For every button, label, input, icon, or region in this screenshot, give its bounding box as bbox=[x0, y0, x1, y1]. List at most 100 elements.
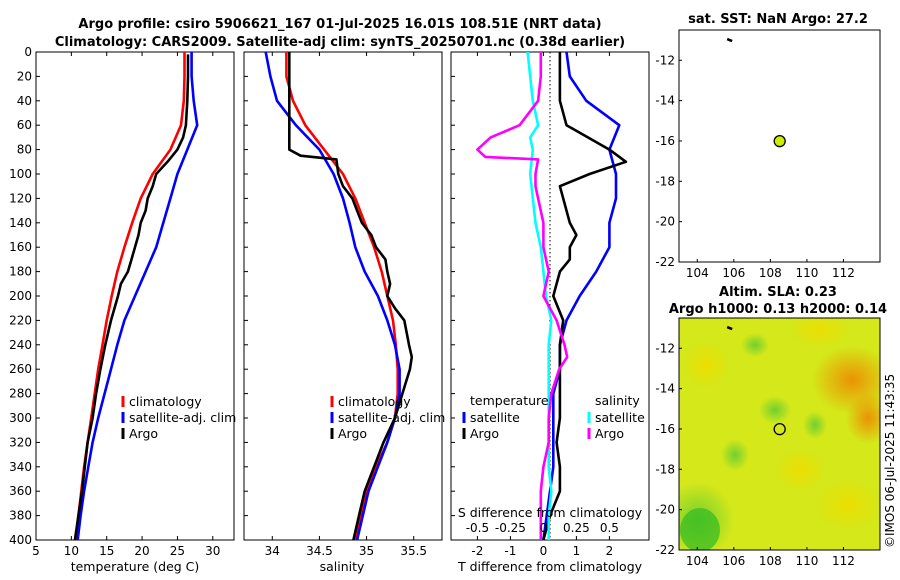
depth-tick-label: 260 bbox=[9, 362, 32, 376]
temperature-xtick-label: 10 bbox=[64, 544, 79, 558]
salinity-xtick-label: 34.5 bbox=[306, 544, 333, 558]
s-difference-tick-label: -0.25 bbox=[495, 521, 526, 535]
sla_map-lat-tick-label: -16 bbox=[655, 422, 675, 436]
differences-series-t-argo bbox=[542, 52, 628, 540]
sla-map-title-1: Altim. SLA: 0.23 bbox=[719, 285, 837, 300]
salinity-series-satellite-adj-clim bbox=[264, 52, 401, 540]
sst-map-panel: sat. SST: NaN Argo: 27.2 104 106 108 110 112… bbox=[655, 12, 881, 280]
sst_map-lat-tick-label: -18 bbox=[655, 174, 675, 188]
salinity-legend-satellite: satellite-adj. clim bbox=[338, 410, 445, 425]
temperature-xtick-label: 30 bbox=[205, 544, 220, 558]
depth-tick-label: 180 bbox=[9, 265, 32, 279]
salinity-xtick-label: 35 bbox=[359, 544, 374, 558]
depth-tick-label: 280 bbox=[9, 387, 32, 401]
temperature-series-satellite-adj-clim bbox=[76, 52, 199, 540]
sla-heatmap-green-4 bbox=[803, 411, 827, 439]
sla-map-title-2: Argo h1000: 0.13 h2000: 0.14 bbox=[669, 302, 887, 317]
difference-legend: temperature satellite Argo salinity sate… bbox=[462, 393, 645, 441]
sla_map-lat-tick-label: -22 bbox=[655, 543, 675, 557]
depth-tick-label: 80 bbox=[17, 143, 32, 157]
t-difference-xlabel: T difference from climatology bbox=[457, 559, 643, 574]
differences-series-s-argo bbox=[476, 52, 569, 540]
temperature-legend: climatology satellite-adj. clim Argo bbox=[121, 394, 236, 441]
depth-tick-label: 40 bbox=[17, 94, 32, 108]
sla_map-lat-tick-label: -12 bbox=[655, 341, 675, 355]
depth-tick-label: 200 bbox=[9, 289, 32, 303]
sla_map-lat-tick-label: -20 bbox=[655, 503, 675, 517]
depth-tick-label: 60 bbox=[17, 118, 32, 132]
title-line-1: Argo profile: csiro 5906621_167 01-Jul-2… bbox=[78, 17, 601, 32]
sla-heatmap bbox=[679, 318, 880, 550]
timestamp: ©IMOS 06-Jul-2025 11:43:35 bbox=[883, 374, 897, 548]
sst_map-lon-tick-label: 108 bbox=[759, 266, 782, 280]
legend-t-satellite: satellite bbox=[470, 410, 520, 425]
sst_map-lat-tick-label: -22 bbox=[655, 255, 675, 269]
s-difference-tick-label: 0.25 bbox=[563, 521, 590, 535]
depth-tick-label: 140 bbox=[9, 216, 32, 230]
sst-map-title: sat. SST: NaN Argo: 27.2 bbox=[688, 12, 868, 27]
sla_map-lat-tick-label: -18 bbox=[655, 462, 675, 476]
differences-xtick-label: -2 bbox=[471, 544, 483, 558]
difference-panel: -2 -1 0 1 2 T difference from climatology S … bbox=[450, 51, 650, 574]
salinity-legend-climatology: climatology bbox=[338, 394, 411, 409]
s-difference-tick-label: 0.5 bbox=[600, 521, 619, 535]
legend-salinity-title: salinity bbox=[595, 393, 640, 408]
differences-xtick-label: 0 bbox=[540, 544, 548, 558]
sst_map-lat-tick-label: -14 bbox=[655, 94, 675, 108]
sla_map-lon-tick-label: 104 bbox=[686, 554, 709, 568]
s-difference-label: S difference from climatology bbox=[458, 505, 643, 520]
s-difference-tick-label: 0 bbox=[540, 521, 548, 535]
sla-heatmap-yellow-2 bbox=[774, 448, 826, 492]
differences-series-t-satellite bbox=[542, 52, 621, 540]
sst_map-lon-tick-label: 104 bbox=[686, 266, 709, 280]
depth-tick-label: 240 bbox=[9, 338, 32, 352]
temperature-xtick-label: 15 bbox=[99, 544, 114, 558]
legend-temperature-title: temperature bbox=[470, 393, 549, 408]
sst_map-lon-tick-label: 110 bbox=[795, 266, 818, 280]
temperature-xlabel: temperature (deg C) bbox=[71, 559, 200, 574]
temperature-series-climatology bbox=[75, 52, 186, 540]
depth-tick-label: 160 bbox=[9, 240, 32, 254]
depth-tick-label: 0 bbox=[24, 45, 32, 59]
salinity-axes-frame bbox=[243, 51, 443, 541]
temperature-legend-climatology: climatology bbox=[129, 394, 202, 409]
sst-map-frame bbox=[678, 29, 881, 263]
temperature-xtick-label: 20 bbox=[134, 544, 149, 558]
differences-series-s-satellite bbox=[526, 52, 553, 540]
sla-heatmap-high-east-2 bbox=[846, 392, 880, 444]
depth-tick-label: 320 bbox=[9, 435, 32, 449]
sla_map-lon-tick-label: 106 bbox=[722, 554, 745, 568]
legend-s-satellite: satellite bbox=[595, 410, 645, 425]
sla_map-float-track bbox=[726, 325, 733, 331]
sla-heatmap-yellow-1 bbox=[790, 318, 850, 348]
s-difference-tick-label: -0.5 bbox=[466, 521, 489, 535]
temperature-xtick-label: 5 bbox=[32, 544, 40, 558]
sst_map-float-track bbox=[726, 37, 733, 43]
temperature-legend-satellite: satellite-adj. clim bbox=[129, 410, 236, 425]
sst_map-lat-tick-label: -12 bbox=[655, 53, 675, 67]
depth-tick-label: 360 bbox=[9, 484, 32, 498]
depth-tick-label: 120 bbox=[9, 191, 32, 205]
title-line-2: Climatology: CARS2009. Satellite-adj cli… bbox=[55, 35, 625, 50]
depth-tick-label: 220 bbox=[9, 313, 32, 327]
salinity-xtick-label: 35.5 bbox=[400, 544, 427, 558]
sst_map-lat-tick-label: -20 bbox=[655, 215, 675, 229]
salinity-legend: climatology satellite-adj. clim Argo bbox=[330, 394, 445, 441]
depth-tick-label: 380 bbox=[9, 509, 32, 523]
salinity-legend-argo: Argo bbox=[338, 426, 367, 441]
sla-heatmap-green-1 bbox=[759, 396, 791, 424]
depth-tick-label: 20 bbox=[17, 69, 32, 83]
temperature-xtick-label: 25 bbox=[170, 544, 185, 558]
temperature-legend-argo: Argo bbox=[129, 426, 158, 441]
differences-xtick-label: 1 bbox=[573, 544, 581, 558]
sla-heatmap-yellow-4 bbox=[682, 341, 730, 389]
sst_map-argo-position bbox=[773, 135, 786, 148]
sla_map-lon-tick-label: 110 bbox=[795, 554, 818, 568]
differences-xtick-label: 2 bbox=[606, 544, 614, 558]
sla_map-argo-position bbox=[773, 423, 786, 436]
depth-tick-label: 300 bbox=[9, 411, 32, 425]
temperature-series-argo bbox=[73, 54, 190, 540]
sla-map-panel: Altim. SLA: 0.23 Argo h1000: 0.13 h2000:… bbox=[655, 285, 887, 568]
legend-t-argo: Argo bbox=[470, 426, 499, 441]
